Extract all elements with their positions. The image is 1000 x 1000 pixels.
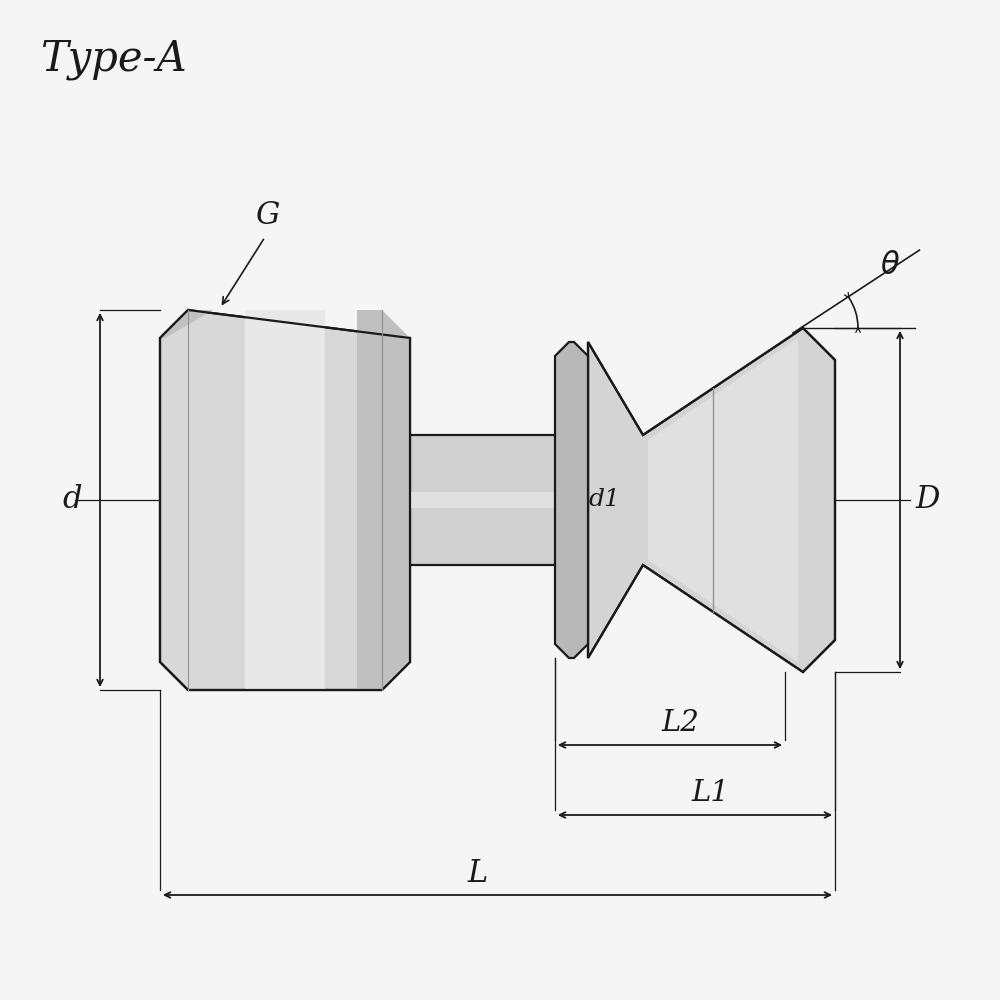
Text: d1: d1 [588,488,620,512]
Text: G: G [255,200,279,231]
Text: L: L [467,857,488,888]
Text: L2: L2 [661,709,699,737]
Text: d: d [62,485,82,516]
Polygon shape [357,310,410,690]
Polygon shape [648,338,798,662]
Text: L1: L1 [691,779,729,807]
Text: $\theta$: $\theta$ [880,249,900,280]
Text: Type-A: Type-A [40,38,187,80]
Polygon shape [588,328,835,672]
Polygon shape [555,342,588,658]
Polygon shape [410,492,560,508]
Polygon shape [410,435,560,565]
Polygon shape [160,310,213,338]
Text: D: D [916,485,940,516]
Polygon shape [245,310,325,690]
Polygon shape [160,310,410,690]
